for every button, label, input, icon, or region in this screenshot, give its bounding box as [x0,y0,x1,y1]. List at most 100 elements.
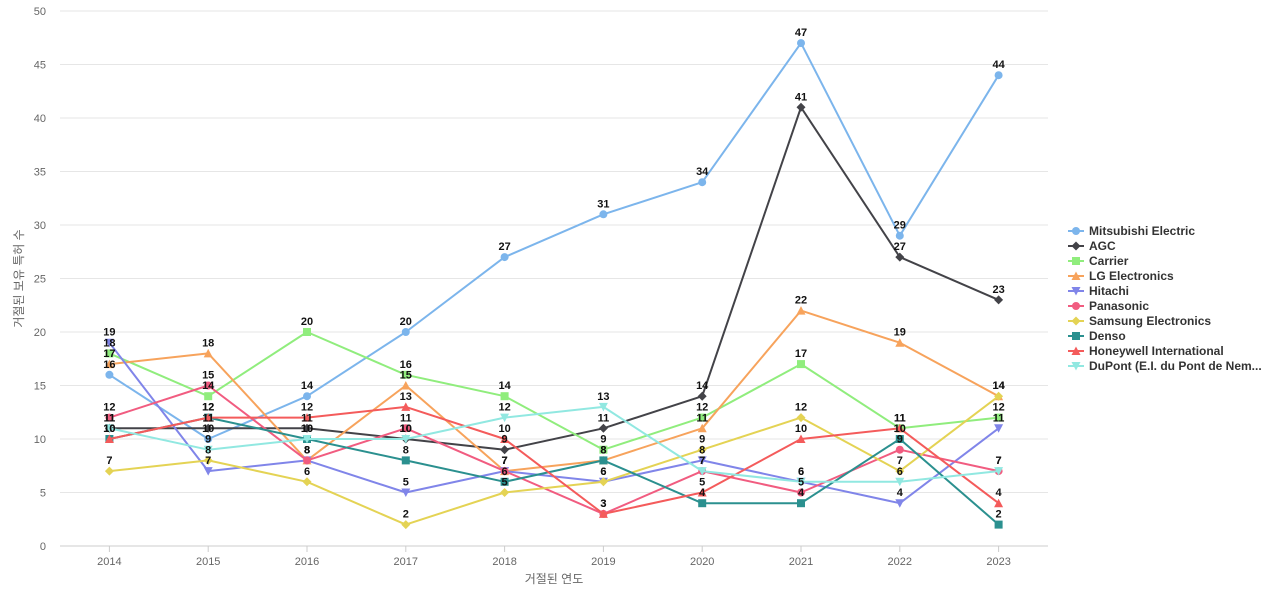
x-tick-label: 2022 [888,556,912,568]
legend-item[interactable]: Carrier [1068,254,1129,268]
legend-marker [1071,241,1081,251]
legend-marker [1072,302,1080,310]
data-point [105,370,114,379]
data-point [895,252,905,262]
data-label: 16 [103,359,115,371]
data-point [796,413,806,423]
y-tick-label: 10 [34,434,46,446]
legend-item[interactable]: DuPont (E.I. du Pont de Nem... [1068,359,1262,373]
data-label: 11 [894,412,906,424]
legend-item[interactable]: Honeywell International [1068,344,1224,358]
legend-item[interactable]: Mitsubishi Electric [1068,224,1195,238]
data-label: 12 [202,402,214,414]
data-label: 5 [798,477,804,489]
data-point [500,392,509,401]
data-label: 14 [202,380,215,392]
data-label: 7 [699,455,705,467]
data-point [599,445,608,454]
legend-marker [1072,227,1080,235]
series-line [109,331,999,451]
data-point [895,423,905,433]
data-label: 13 [597,391,609,403]
y-tick-label: 40 [34,113,46,125]
x-tick-label: 2023 [986,556,1010,568]
data-label: 9 [205,434,211,446]
data-label: 7 [996,455,1002,467]
data-label: 27 [894,241,906,253]
data-point [895,231,904,240]
data-label: 5 [403,477,409,489]
series-group [104,402,1004,487]
data-point [203,348,213,358]
data-label: 7 [502,455,508,467]
data-point [203,423,213,433]
data-label: 5 [502,477,508,489]
data-label: 34 [696,166,709,178]
data-label: 7 [699,455,705,467]
data-label: 14 [696,380,709,392]
series-group [105,381,1003,518]
data-point [104,338,114,348]
data-label: 20 [400,316,412,328]
data-point [401,402,411,411]
data-label: 4 [699,487,706,499]
data-point [599,456,608,465]
series-line [108,42,1000,440]
data-label: 7 [502,455,508,467]
data-label: 10 [400,423,412,435]
series-group [105,39,1003,443]
legend-item[interactable]: Denso [1068,329,1126,343]
series-line [109,309,1000,473]
legend-label: Samsung Electronics [1089,314,1211,328]
data-label: 12 [795,402,807,414]
data-label: 2 [403,509,409,521]
data-point [204,381,213,390]
data-label: 27 [498,241,510,253]
data-label: 12 [103,402,115,414]
data-point [796,477,806,487]
legend-item[interactable]: AGC [1068,239,1116,253]
legend-item[interactable]: Hitachi [1068,284,1129,298]
data-point [796,306,806,315]
data-label: 8 [304,444,310,456]
data-point [302,477,312,487]
data-point [797,39,805,48]
data-label: 23 [992,284,1004,296]
data-point [994,71,1003,80]
data-label: 10 [795,423,807,435]
data-point [203,445,213,455]
data-label: 8 [304,444,310,456]
legend-label: Honeywell International [1089,344,1224,358]
data-point [104,466,114,476]
data-point [994,424,1004,433]
data-point [994,498,1004,508]
series-lines [104,39,1004,530]
data-point [104,434,114,443]
legend-item[interactable]: Panasonic [1068,299,1149,313]
data-label: 19 [103,327,115,339]
data-point [598,402,608,412]
legend-item[interactable]: LG Electronics [1068,269,1174,283]
data-point [797,488,805,497]
legend-item[interactable]: Samsung Electronics [1068,314,1211,328]
data-label: 8 [205,444,211,456]
data-point [895,338,905,347]
legend-label: Hitachi [1089,284,1129,298]
data-label: 7 [502,455,508,467]
data-point [204,392,213,401]
data-label: 10 [301,423,313,435]
legend-marker [1071,316,1081,326]
x-tick-label: 2019 [591,556,615,568]
y-tick-label: 30 [34,220,46,232]
y-tick-label: 50 [34,6,46,18]
data-label: 14 [498,380,511,392]
data-point [401,381,411,390]
data-point [500,477,509,486]
x-tick-label: 2018 [492,556,516,568]
data-label: 8 [600,444,606,456]
data-label: 6 [600,466,606,478]
